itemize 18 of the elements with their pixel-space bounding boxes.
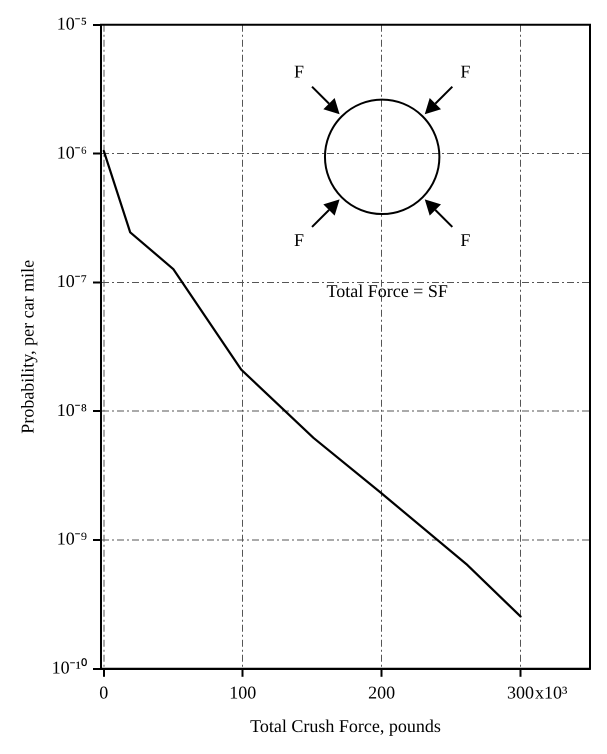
y-tick-label: 10⁻⁹ [56, 528, 87, 549]
annotation: F [294, 230, 304, 250]
x-tick-label: 200 [368, 682, 396, 702]
annotation: Total Force = SF [326, 281, 448, 302]
y-tick-label: 10⁻⁵ [56, 14, 87, 34]
x-tick-label: 100 [229, 682, 256, 702]
y-tick-label: 10⁻⁷ [56, 271, 87, 292]
x-tick-label: 300 [507, 682, 534, 702]
x-axis-title: Total Crush Force, pounds [250, 716, 441, 736]
y-tick-label: 10⁻⁶ [56, 142, 87, 162]
y-axis-title: Probability, per car mile [18, 260, 38, 434]
annotation: F [294, 62, 304, 82]
annotation: F [460, 230, 470, 250]
text: x10³ [535, 682, 568, 703]
x-tick-label: 0 [99, 682, 108, 702]
y-tick-label: 10⁻¹⁰ [52, 658, 87, 678]
y-tick-label: 10⁻⁸ [56, 400, 87, 420]
annotation: F [460, 62, 470, 82]
